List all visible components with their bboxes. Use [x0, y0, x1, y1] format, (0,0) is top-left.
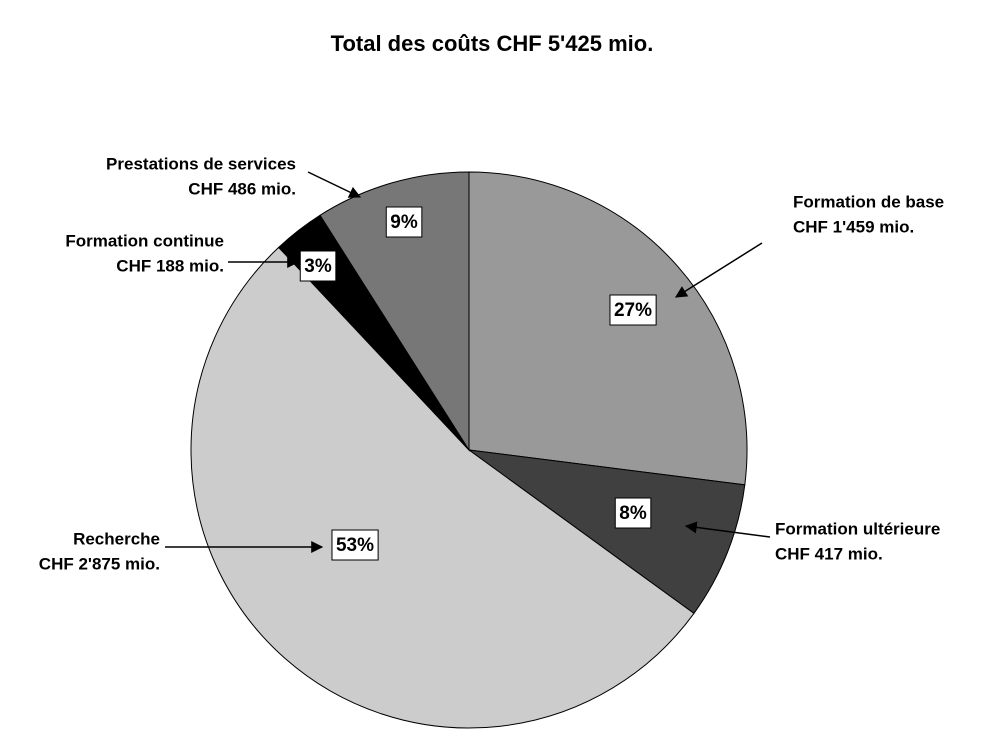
category-label: Prestations de services — [106, 154, 296, 173]
chart-title: Total des coûts CHF 5'425 mio. — [331, 31, 654, 56]
amount-label: CHF 417 mio. — [775, 544, 883, 563]
value-label-box — [614, 497, 652, 529]
value-label: 53% — [336, 535, 374, 556]
pie-slice — [468, 171, 748, 486]
category-label: Formation de base — [793, 192, 944, 211]
leader-line — [674, 242, 763, 298]
value-label-box — [385, 206, 423, 238]
pie-slice — [468, 449, 746, 615]
category-label: Formation continue — [65, 231, 224, 250]
pie-slice — [319, 171, 470, 452]
leader-line — [307, 171, 362, 198]
value-label: 9% — [390, 212, 418, 233]
value-label-box — [609, 294, 657, 326]
value-label: 27% — [614, 300, 652, 321]
amount-label: CHF 188 mio. — [116, 256, 224, 275]
category-label: Recherche — [73, 529, 160, 548]
amount-label: CHF 486 mio. — [188, 179, 296, 198]
amount-label: CHF 2'875 mio. — [39, 554, 160, 573]
pie-slice — [190, 246, 695, 729]
category-label: Formation ultérieure — [775, 519, 940, 538]
value-label-box — [331, 529, 379, 561]
value-label: 8% — [619, 503, 647, 524]
amount-label: CHF 1'459 mio. — [793, 217, 914, 236]
value-label: 3% — [304, 256, 332, 277]
leader-line — [684, 521, 771, 538]
value-label-box — [299, 250, 337, 282]
leader-lines — [165, 171, 771, 553]
